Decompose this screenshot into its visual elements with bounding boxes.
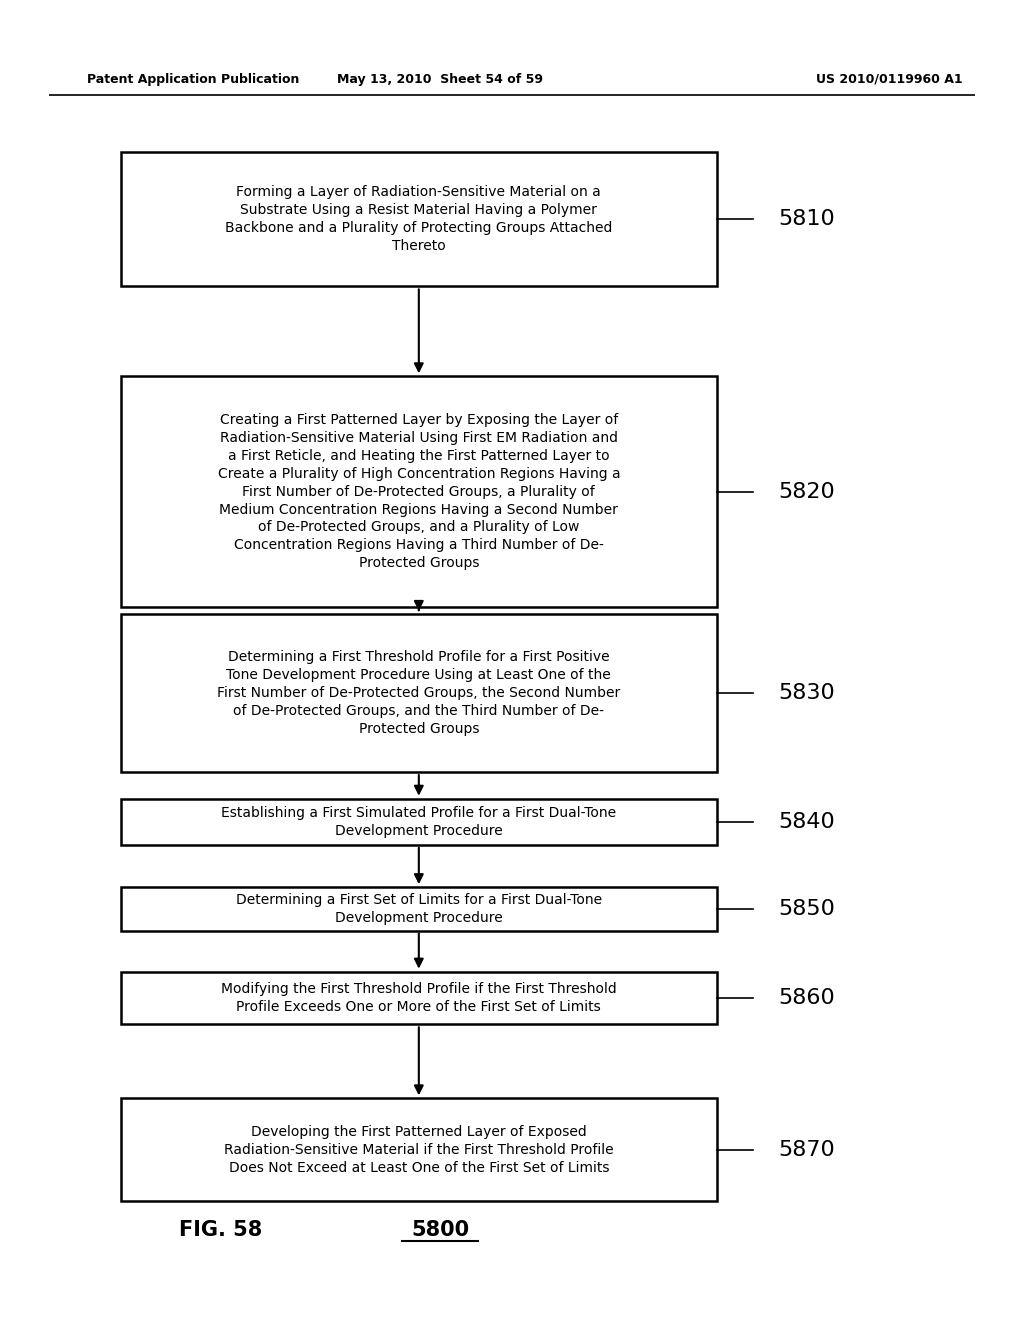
Text: 5850: 5850 <box>778 899 836 919</box>
Bar <box>121 972 717 1024</box>
Text: 5860: 5860 <box>778 987 835 1008</box>
Bar <box>121 887 717 931</box>
Text: 5820: 5820 <box>778 482 835 502</box>
Bar <box>121 1098 717 1201</box>
Text: 5830: 5830 <box>778 682 835 704</box>
Text: Determining a First Threshold Profile for a First Positive
Tone Development Proc: Determining a First Threshold Profile fo… <box>217 651 621 735</box>
Text: US 2010/0119960 A1: US 2010/0119960 A1 <box>816 73 963 86</box>
Bar <box>121 799 717 845</box>
Text: May 13, 2010  Sheet 54 of 59: May 13, 2010 Sheet 54 of 59 <box>337 73 544 86</box>
Bar <box>121 614 717 772</box>
Bar <box>121 152 717 286</box>
Text: FIG. 58: FIG. 58 <box>178 1220 262 1241</box>
Text: Developing the First Patterned Layer of Exposed
Radiation-Sensitive Material if : Developing the First Patterned Layer of … <box>224 1125 613 1175</box>
Text: 5810: 5810 <box>778 209 835 230</box>
Text: Patent Application Publication: Patent Application Publication <box>87 73 299 86</box>
Text: Creating a First Patterned Layer by Exposing the Layer of
Radiation-Sensitive Ma: Creating a First Patterned Layer by Expo… <box>217 413 621 570</box>
Text: Forming a Layer of Radiation-Sensitive Material on a
Substrate Using a Resist Ma: Forming a Layer of Radiation-Sensitive M… <box>225 185 612 253</box>
Text: Determining a First Set of Limits for a First Dual-Tone
Development Procedure: Determining a First Set of Limits for a … <box>236 892 602 925</box>
Text: 5840: 5840 <box>778 812 835 832</box>
Text: 5800: 5800 <box>412 1220 469 1241</box>
Text: Modifying the First Threshold Profile if the First Threshold
Profile Exceeds One: Modifying the First Threshold Profile if… <box>221 982 616 1014</box>
Text: 5870: 5870 <box>778 1139 835 1160</box>
Text: Establishing a First Simulated Profile for a First Dual-Tone
Development Procedu: Establishing a First Simulated Profile f… <box>221 805 616 838</box>
Bar <box>121 376 717 607</box>
